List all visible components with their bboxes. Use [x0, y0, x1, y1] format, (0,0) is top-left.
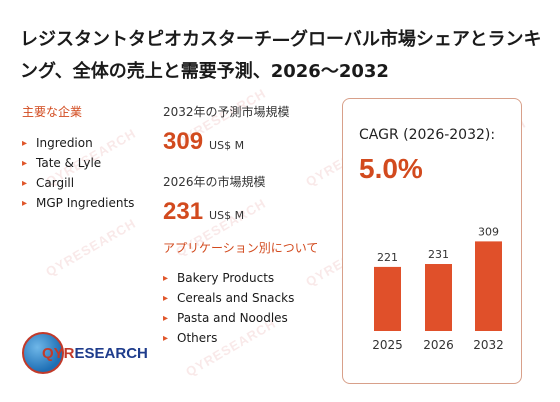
applications-label: アプリケーション別について: [163, 241, 319, 255]
arrow-icon: ▸: [22, 137, 28, 149]
arrow-icon: ▸: [163, 332, 169, 344]
arrow-icon: ▸: [163, 272, 169, 284]
current-value: 231 US$ M: [163, 198, 245, 225]
arrow-icon: ▸: [163, 312, 169, 324]
arrow-icon: ▸: [22, 177, 28, 189]
list-item: ▸ Others: [163, 331, 218, 345]
list-item: ▸ Bakery Products: [163, 271, 275, 285]
qyresearch-logo: QYRESEARCH: [22, 330, 152, 376]
bar-2032: [475, 241, 502, 331]
watermark: QYRESEARCH: [43, 215, 139, 280]
list-item: ▸ MGP Ingredients: [22, 196, 135, 210]
cagr-label: CAGR (2026-2032):: [359, 127, 496, 143]
players-label: 主要な企業: [22, 105, 83, 119]
arrow-icon: ▸: [22, 197, 28, 209]
application-list: ▸ Bakery Products ▸ Cereals and Snacks ▸ Pa…: [163, 268, 294, 348]
list-item: ▸ Cargill: [22, 176, 75, 190]
arrow-icon: ▸: [163, 292, 169, 304]
bar-2026: [425, 264, 452, 331]
bar-chart: 221 2025 231 2026 309 2032: [372, 225, 504, 352]
tick-label: 2032: [473, 338, 504, 352]
current-label: 2026年の市場規模: [163, 175, 266, 189]
globe-icon: [22, 332, 64, 374]
player-list: ▸ Ingredion ▸ Tate & Lyle ▸ Cargill ▸ MGP In…: [22, 133, 134, 213]
tick-label: 2025: [372, 338, 403, 352]
forecast-label: 2032年の予測市場規模: [163, 105, 290, 119]
cagr-value: 5.0%: [359, 153, 423, 184]
bar-2025: [374, 266, 401, 331]
list-item: ▸ Pasta and Noodles: [163, 311, 288, 325]
logo-text: QYRESEARCH: [42, 345, 148, 362]
data-label: 221: [377, 251, 398, 264]
tick-label: 2026: [423, 338, 454, 352]
data-label: 309: [478, 225, 499, 238]
cagr-card: CAGR (2026-2032): 5.0% 221 2025 231 2026 309…: [342, 98, 522, 384]
list-item: ▸ Cereals and Snacks: [163, 291, 295, 305]
page-title: レジスタントタピオカスターチ—グローバル市場シェアとランキング、全体の売上と需要…: [20, 29, 542, 82]
arrow-icon: ▸: [22, 157, 28, 169]
data-label: 231: [428, 248, 449, 261]
list-item: ▸ Ingredion: [22, 136, 93, 150]
list-item: ▸ Tate & Lyle: [22, 156, 102, 170]
forecast-value: 309 US$ M: [163, 128, 245, 155]
